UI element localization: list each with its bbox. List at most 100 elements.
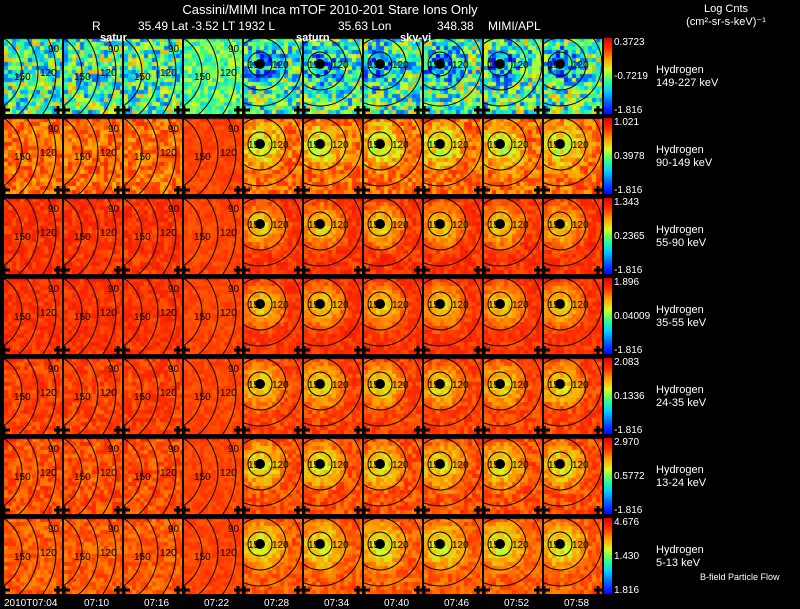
contour-label: 90: [48, 364, 60, 375]
contour-label: 120: [452, 460, 469, 471]
grid-cross: [354, 186, 362, 194]
colorbar-max-label: 1.896: [614, 277, 640, 288]
contour-label: 150: [74, 72, 91, 83]
contour-label: 150: [74, 232, 91, 243]
grid-cross: [114, 346, 122, 354]
grid-cross: [484, 266, 490, 274]
contour-label: 150: [194, 312, 211, 323]
grid-cross: [414, 426, 422, 434]
saturn-marker: [495, 219, 505, 229]
contour-ring: [364, 198, 422, 267]
saturn-marker: [435, 299, 445, 309]
row-label: Hydrogen 90-149 keV: [656, 144, 712, 170]
contour-ring: [244, 358, 287, 411]
contour-ring: [484, 358, 542, 427]
skymap-cell: 150 120 90: [4, 518, 62, 594]
skymap-image: [244, 118, 302, 194]
time-label: 07:22: [204, 598, 230, 609]
saturn-marker: [375, 139, 385, 149]
row-label: Hydrogen 5-13 keV: [656, 544, 704, 570]
skymap-cell: 150 120 90: [4, 198, 62, 274]
skymap-image: [424, 38, 482, 114]
species-label: Hydrogen: [656, 544, 704, 556]
saturn-marker: [375, 459, 385, 469]
contour-overlay: 150 120 90: [184, 198, 242, 274]
contour-ring: [367, 531, 393, 557]
contour-label: 120: [160, 148, 177, 159]
grid-cross: [594, 586, 602, 594]
grid-cross: [304, 266, 310, 274]
contour-label: 120: [160, 468, 177, 479]
contour-ring: [544, 198, 602, 267]
energy-range-label: 13-24 keV: [656, 477, 707, 489]
contour-label: 120: [100, 148, 117, 159]
colorbar-mid-label: 0.04009: [614, 311, 651, 322]
grid-cross: [364, 586, 370, 594]
contour-ring: [487, 51, 513, 77]
contour-label: 120: [452, 140, 469, 151]
contour-label: 150: [194, 72, 211, 83]
contour-ring: [484, 438, 527, 491]
contour-label: 90: [168, 124, 180, 135]
grid-cross: [414, 266, 422, 274]
grid-cross: [54, 506, 62, 514]
skymap-image: [544, 358, 602, 434]
contour-ring: [544, 438, 602, 507]
grid-cross: [594, 506, 602, 514]
skymap-image: [304, 278, 362, 354]
colorbar-max-label: 1.021: [614, 117, 640, 128]
contour-label: 120: [272, 460, 289, 471]
grid-cross: [184, 106, 190, 114]
contour-label: 120: [392, 60, 409, 71]
contour-label: 120: [40, 228, 57, 239]
skymap-image: [244, 278, 302, 354]
colorbar-mid-label: 0.3978: [614, 151, 645, 162]
contour-ring: [18, 38, 39, 114]
skymap-image: [364, 278, 422, 354]
contour-label: 120: [272, 60, 289, 71]
contour-label: 120: [332, 460, 349, 471]
image-row: 1501209015012090150120901501209015012015…: [4, 358, 604, 434]
contour-label: 120: [452, 540, 469, 551]
grid-cross: [364, 346, 370, 354]
grid-cross: [484, 506, 490, 514]
contour-label: 150: [14, 552, 31, 563]
contour-ring: [64, 278, 83, 346]
time-label: 07:52: [504, 598, 530, 609]
contour-ring: [484, 118, 542, 187]
skymap-image: [124, 438, 182, 514]
contour-ring: [547, 131, 573, 157]
skymap-image: [244, 438, 302, 514]
grid-cross: [304, 106, 310, 114]
contour-ring: [307, 131, 333, 157]
image-grid: 1501209015012090150120901501209015012015…: [4, 38, 604, 598]
grid-cross: [174, 266, 182, 274]
contour-label: 150: [74, 472, 91, 483]
skymap-cell: 150 120 90: [124, 438, 182, 514]
contour-ring: [544, 118, 587, 171]
colorbar-min-label: -1.816: [614, 265, 643, 276]
contour-ring: [427, 211, 453, 237]
contour-ring: [304, 358, 347, 411]
contour-ring: [78, 118, 99, 194]
saturn-marker: [315, 139, 325, 149]
skymap-image: [544, 198, 602, 274]
contour-overlay: 150 120 90: [4, 198, 62, 274]
contour-ring: [424, 278, 467, 331]
contour-label: 90: [108, 124, 120, 135]
contour-ring: [247, 131, 273, 157]
